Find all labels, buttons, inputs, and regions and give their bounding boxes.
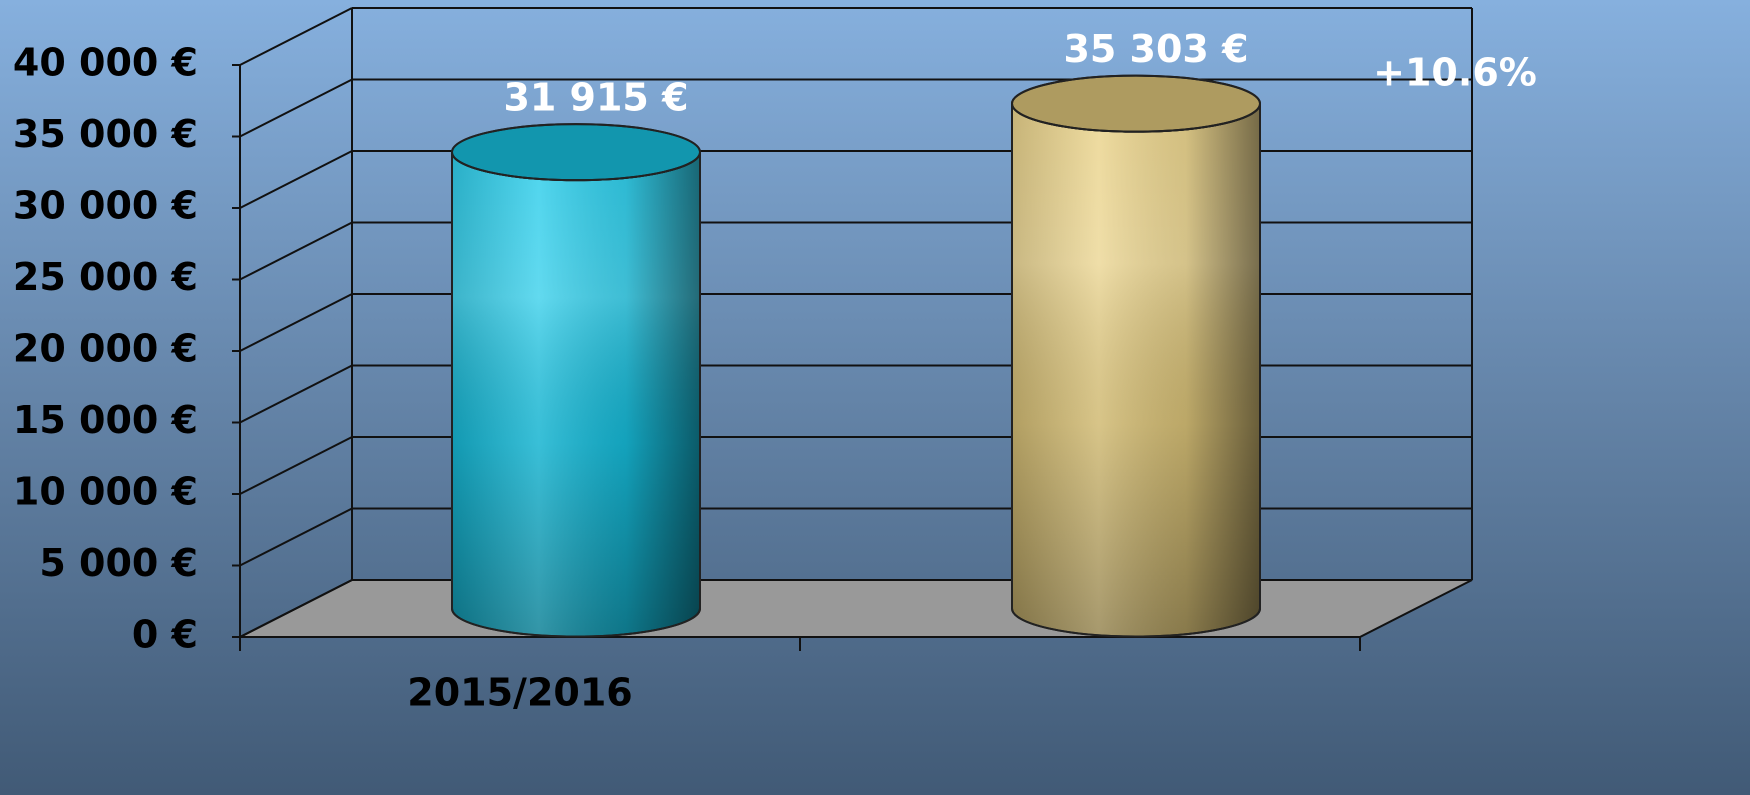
- grid-line: [239, 293, 353, 352]
- grid-line: [239, 507, 353, 567]
- bar-shade: [1011, 103, 1261, 638]
- grid-line: [239, 364, 353, 424]
- grid-line: [239, 436, 353, 495]
- grid-line: [239, 78, 353, 138]
- value-label: 35 303 €: [1063, 27, 1248, 71]
- grid-line: [239, 221, 353, 281]
- annotation: +10.6%: [1373, 51, 1537, 95]
- floor: [239, 579, 1473, 638]
- bar-top-shade: [451, 123, 701, 182]
- x-tick-label: 2015/2016: [407, 671, 632, 715]
- bar-top-shade: [1011, 74, 1261, 133]
- y-tick-label: 30 000 €: [13, 184, 198, 228]
- y-tick-label: 0 €: [132, 613, 198, 657]
- grid-line: [239, 7, 353, 66]
- y-tick-label: 10 000 €: [13, 470, 198, 514]
- y-tick-label: 40 000 €: [13, 41, 198, 85]
- y-tick-label: 15 000 €: [13, 398, 198, 442]
- y-tick-label: 5 000 €: [39, 541, 198, 585]
- grid-line: [239, 150, 353, 209]
- value-label: 31 915 €: [503, 76, 688, 120]
- y-tick-label: 20 000 €: [13, 327, 198, 371]
- y-tick-label: 35 000 €: [13, 112, 198, 156]
- y-tick-label: 25 000 €: [13, 255, 198, 299]
- bar-shade: [451, 152, 701, 638]
- grid-line: [239, 579, 353, 638]
